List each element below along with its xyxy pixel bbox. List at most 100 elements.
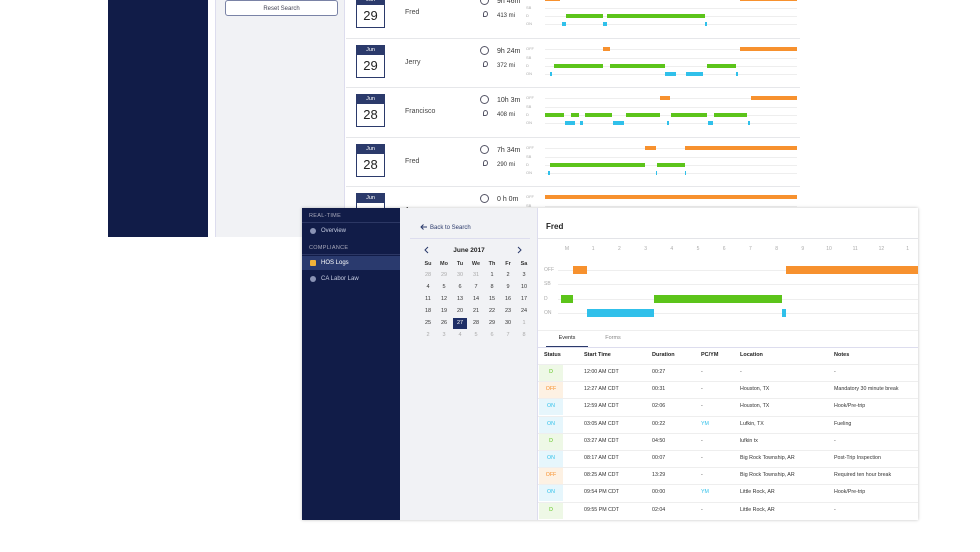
day-number: 2 xyxy=(506,272,510,278)
day-number: 3 xyxy=(442,332,446,338)
status-bar xyxy=(550,162,645,167)
calendar-day[interactable]: 18 xyxy=(421,306,435,317)
calendar-day[interactable]: 10 xyxy=(517,282,531,293)
status-bar xyxy=(786,266,918,274)
duration: 9h 24m xyxy=(497,47,521,55)
calendar-day[interactable]: 29 xyxy=(437,270,451,281)
calendar-day[interactable]: 30 xyxy=(501,318,515,329)
calendar-day[interactable]: 27 xyxy=(453,318,467,329)
calendar-day[interactable]: 12 xyxy=(437,294,451,305)
day-number: 8 xyxy=(522,332,526,338)
chart-gridline xyxy=(545,48,797,50)
calendar-day[interactable]: 2 xyxy=(501,270,515,281)
back-link[interactable]: Back to Search xyxy=(430,225,471,231)
tab[interactable]: Events xyxy=(546,332,588,347)
day-number: 10 xyxy=(520,284,528,290)
day-number: 5 xyxy=(442,284,446,290)
calendar-day[interactable]: 7 xyxy=(469,282,483,293)
divider xyxy=(538,238,918,239)
status-bar xyxy=(565,121,575,125)
table-cell: - xyxy=(834,437,836,444)
duration: 10h 3m xyxy=(497,97,521,104)
log-row xyxy=(346,88,800,138)
log-row xyxy=(346,0,800,39)
calendar-day[interactable]: 1 xyxy=(517,318,531,329)
day-number: 23 xyxy=(504,308,512,314)
calendar-day[interactable]: 26 xyxy=(437,318,451,329)
calendar-day[interactable]: 8 xyxy=(485,282,499,293)
nav-item[interactable]: HOS Logs xyxy=(302,256,400,270)
tab-label: Events xyxy=(558,335,576,341)
calendar-day[interactable]: 23 xyxy=(501,306,515,317)
duration: 0 h 0m xyxy=(497,196,519,203)
table-cell: Lufkin, TX xyxy=(740,420,764,427)
column-header: Status xyxy=(544,352,561,358)
calendar-day[interactable]: 28 xyxy=(469,318,483,329)
tab[interactable]: Forms xyxy=(592,332,634,347)
calendar-day[interactable]: 4 xyxy=(421,282,435,293)
day-number: 25 xyxy=(424,320,432,326)
calendar-day[interactable]: 2 xyxy=(421,330,435,341)
calendar-day[interactable]: 11 xyxy=(421,294,435,305)
calendar-day[interactable]: 8 xyxy=(517,330,531,341)
table-cell: - xyxy=(701,437,703,444)
status-bar xyxy=(685,145,797,150)
nav-item[interactable]: CA Labor Law xyxy=(302,272,400,286)
duration: 7h 34m xyxy=(497,146,521,154)
calendar-day[interactable]: 20 xyxy=(453,306,467,317)
chart-gridline xyxy=(558,313,918,314)
status-bar xyxy=(566,14,603,18)
hour-label: 3 xyxy=(644,246,647,252)
calendar-day[interactable]: 3 xyxy=(517,270,531,281)
status-label: D xyxy=(526,112,529,117)
table-cell: Post-Trip Inspection xyxy=(834,455,881,461)
calendar-day[interactable]: 14 xyxy=(469,294,483,305)
day-number: 4 xyxy=(426,284,430,290)
status-label: SB xyxy=(526,104,532,109)
calendar-day[interactable]: 13 xyxy=(453,294,467,305)
calendar-day[interactable]: 16 xyxy=(501,294,515,305)
calendar-day[interactable]: 24 xyxy=(517,306,531,317)
table-cell: 00:07 xyxy=(652,455,666,461)
reset-button[interactable]: Reset Search xyxy=(225,0,338,16)
day-number: 4 xyxy=(458,332,462,338)
calendar-day[interactable]: 25 xyxy=(421,318,435,329)
back-arrow[interactable] xyxy=(420,223,428,231)
calendar-day[interactable]: 30 xyxy=(453,270,467,281)
table-cell: 12:27 AM CDT xyxy=(584,386,619,393)
day-number: 7 xyxy=(506,332,510,338)
calendar-day[interactable]: 19 xyxy=(437,306,451,317)
calendar-day[interactable]: 9 xyxy=(501,282,515,293)
calendar-day[interactable]: 5 xyxy=(437,282,451,293)
calendar-day[interactable]: 7 xyxy=(501,330,515,341)
day-number: 13 xyxy=(456,296,464,302)
status-label: OFF xyxy=(544,267,554,273)
calendar-day[interactable]: 28 xyxy=(421,270,435,281)
chart-gridline xyxy=(545,107,797,108)
calendar-day[interactable]: 22 xyxy=(485,306,499,317)
calendar-day[interactable]: 29 xyxy=(485,318,499,329)
calendar-day[interactable]: 15 xyxy=(485,294,499,305)
calendar-day[interactable]: 1 xyxy=(485,270,499,281)
day-number: 1 xyxy=(490,272,494,278)
wheel-icon xyxy=(480,45,489,55)
calendar-day[interactable]: 6 xyxy=(485,330,499,341)
status-bar xyxy=(665,71,676,76)
next-month[interactable] xyxy=(515,246,523,254)
calendar-day[interactable]: 6 xyxy=(453,282,467,293)
day-number: 30 xyxy=(504,320,512,326)
table-row xyxy=(538,432,918,450)
date-badge: Jun 28 xyxy=(356,94,385,127)
day-number: 9 xyxy=(506,284,510,290)
table-cell: 00:00 xyxy=(652,489,666,496)
calendar-day[interactable]: 17 xyxy=(517,294,531,305)
nav-item[interactable]: Overview xyxy=(302,224,400,238)
calendar-day[interactable]: 5 xyxy=(469,330,483,341)
prev-month[interactable] xyxy=(423,246,431,254)
calendar-day[interactable]: 31 xyxy=(469,270,483,281)
calendar-day[interactable]: 21 xyxy=(469,306,483,317)
calendar-day[interactable]: 3 xyxy=(437,330,451,341)
day-number: 27 xyxy=(456,320,464,326)
calendar-day[interactable]: 4 xyxy=(453,330,467,341)
